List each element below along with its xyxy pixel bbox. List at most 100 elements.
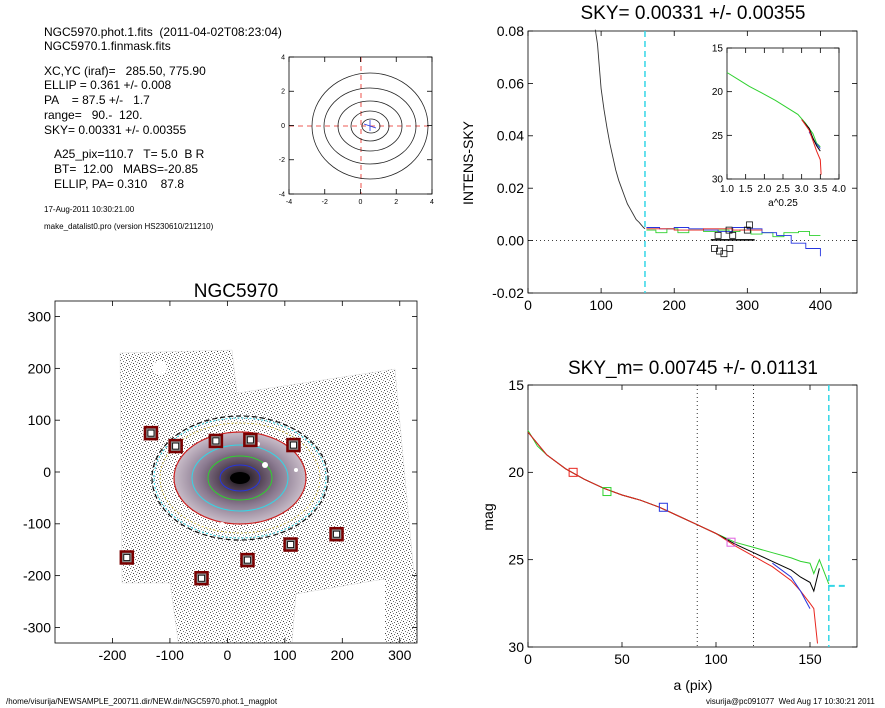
mask-square-inner [123,554,131,561]
image-ytick-label: 100 [28,412,52,428]
inset-xtick-label: 3.5 [813,184,827,195]
mag-ytick-label: 25 [508,552,524,568]
inset-ytick-label: 15 [712,44,724,55]
sky-sample-square [725,226,733,234]
mag-sample-square [602,487,612,497]
inset-green-line [726,72,821,148]
contour-level-3 [337,100,403,152]
mag-axes-box [527,384,858,648]
contour-xtick-label: -2 [322,199,328,206]
header-line3: XC,YC (iraf)= 285.50, 775.90 [44,64,206,78]
mag-xtick-label: 50 [614,651,630,667]
sky-profile-line [594,29,646,230]
mask-square-inner [172,442,180,450]
mask-square-inner [246,436,254,444]
mag-series-black [527,431,820,593]
galaxy-cyan-inner [191,444,289,512]
mag-xlabel: a (pix) [674,677,713,693]
sky-xtick-label: 200 [663,297,687,313]
image-ytick-label: 300 [28,308,52,324]
contour-xtick-label: 2 [394,199,398,206]
image-ytick-label: -100 [23,516,51,532]
mask-square-inner [290,441,297,449]
star-1 [153,361,167,375]
sky-series-blue [646,227,821,257]
sky-series-red [646,228,763,231]
mag-xtick-label: 0 [524,651,532,667]
mag-ytick-label: 30 [508,639,524,655]
image-xtick-label: -200 [98,647,126,663]
mag-ylabel: mag [480,503,496,530]
galaxy-image-plot: NGC5970 -200 -100 0 100 200 300 300 200 100 0 -100… [23,281,418,663]
sky-sample-square [746,221,753,229]
sky-plot: SKY= 0.00331 +/- 0.00355 0 100 200 300 400 -0… [460,3,858,313]
contour-level-2 [323,87,417,165]
image-ytick-label: -300 [23,619,51,635]
galaxy-yellow-ellipse [159,422,321,534]
header-program: make_datalist0.pro (version HS230610/211… [44,222,214,231]
galaxy-blue-ellipse [219,464,261,492]
sky-ytick-label: 0.04 [497,128,524,144]
sky-sample-square [729,231,737,239]
header-line5: PA = 87.5 +/- 1.7 [44,93,150,107]
contour-ytick-label: 2 [281,89,285,96]
inset-black-line [801,119,821,152]
sky-sample-square [743,226,751,234]
contour-level-1 [311,72,429,180]
header-line7: SKY= 0.00331 +/- 0.00355 [44,123,187,137]
sky-ylabel: INTENS-SKY [460,120,476,205]
contour-ytick-label: -2 [279,157,285,164]
header-line6: range= 90.- 120. [44,108,143,122]
inset-red-line [801,119,822,175]
image-xtick-label: -100 [156,647,184,663]
galaxy-outer-ellipse-dashed [151,415,329,541]
mag-xtick-label: 150 [798,651,822,667]
sky-ytick-label: 0.08 [497,23,524,39]
header-line9: BT= 12.00 MABS=-20.85 [54,162,199,176]
sky-axes-box [527,30,858,294]
sky-sample-square [714,231,722,239]
image-ytick-label: 0 [43,464,51,480]
mag-sample-square [568,467,578,477]
header-line10: ELLIP, PA= 0.310 87.8 [54,177,184,191]
contour-level-4 [350,110,390,142]
mask-square-inner [147,429,155,437]
galaxy-core [230,472,250,484]
inset-xtick-label: 2.0 [757,184,771,195]
image-xtick-label: 100 [273,647,297,663]
inset-xtick-label: 2.5 [776,184,790,195]
image-xtick-label: 0 [223,647,231,663]
galaxy-red-ellipse [173,431,307,525]
mag-series-green [527,430,830,585]
image-field-tile-2 [385,570,417,643]
mag-plot: SKY_m= 0.00745 +/- 0.01131 0 50 100 150 15 20… [480,358,858,693]
inset-xtick-label: 3.0 [795,184,809,195]
image-ytick-label: 200 [28,360,52,376]
sky-ytick-label: 0.00 [497,233,524,249]
sky-series-green [646,228,821,238]
mag-series-blue [772,562,811,609]
mag-sample-square [658,502,668,512]
contour-axes-box [288,56,433,195]
mag-sample-square [726,537,736,547]
header-line8: A25_pix=110.7 T= 5.0 B R [54,147,205,161]
star-3 [219,522,225,528]
contour-ytick-label: 4 [281,54,285,61]
sky-ytick-label: 0.02 [497,180,524,196]
mask-square-inner [198,574,205,582]
star-2 [262,462,268,468]
contour-xtick-label: 4 [430,199,434,206]
sky-sample-square [720,250,728,258]
mag-series-red [527,431,818,644]
mask-square-inner [244,556,251,564]
image-xtick-label: 300 [388,647,412,663]
sky-inset-box [726,47,840,180]
sky-xtick-label: 0 [524,297,532,313]
inset-xtick-label: 4.0 [832,184,846,195]
contour-ytick-label: -4 [279,191,285,198]
mag-ytick-label: 15 [508,377,524,393]
sky-ytick-label: 0.06 [497,75,524,91]
sky-xtick-label: 400 [809,297,833,313]
header-date: 17-Aug-2011 10:30:21.00 [44,205,135,214]
footer-user: visurija@pc091077 Wed Aug 17 10:30:21 20… [706,697,875,706]
